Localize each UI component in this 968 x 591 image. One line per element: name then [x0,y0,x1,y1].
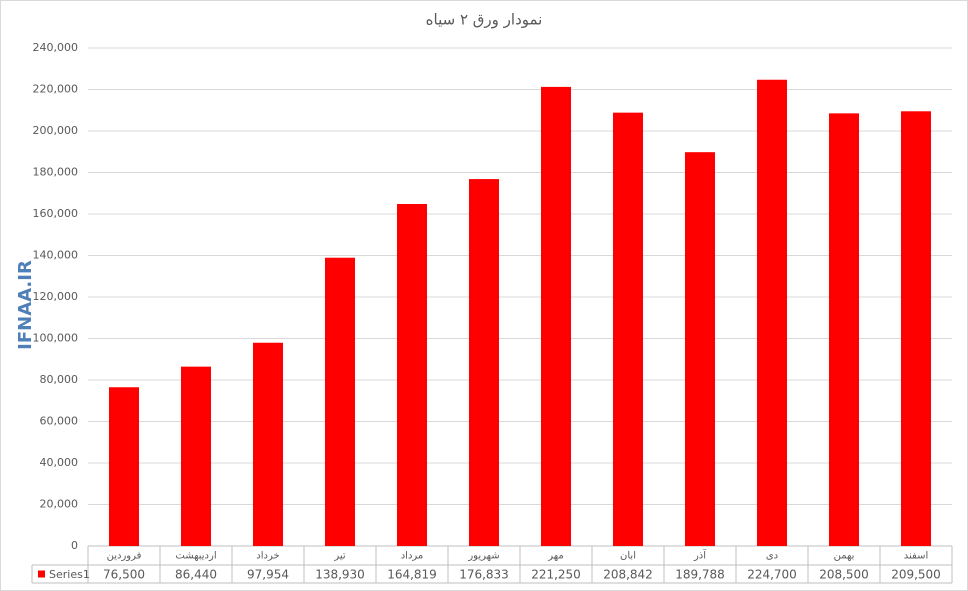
table-value: 86,440 [175,568,217,582]
bar [901,111,931,546]
y-tick-label: 100,000 [33,332,79,345]
x-tick-label: دی [766,551,778,562]
y-tick-label: 200,000 [33,124,79,137]
bar [397,204,427,546]
y-tick-label: 40,000 [40,456,79,469]
y-tick-label: 120,000 [33,290,79,303]
y-tick-label: 60,000 [40,415,79,428]
table-value: 164,819 [387,568,437,582]
x-tick-label: آذر [693,549,707,562]
bar [253,342,283,546]
x-tick-label: مرداد [401,551,424,562]
bar [685,152,715,547]
bar [613,112,643,547]
x-tick-label: ابان [620,551,636,562]
watermark: IFNAA.IR [15,260,36,350]
bar [541,86,571,546]
x-tick-label: اسفند [904,551,928,562]
x-tick-label: فروردین [107,551,142,562]
x-tick-label: مهر [547,551,563,562]
y-tick-label: 140,000 [33,249,79,262]
bar [325,257,355,546]
chart-title: نمودار ورق ۲ سیاه [426,11,543,29]
x-tick-label: شهریور [467,551,499,562]
table-value: 189,788 [675,568,725,582]
y-tick-label: 0 [71,539,78,552]
table-value: 221,250 [531,568,581,582]
bar [469,179,499,546]
y-tick-label: 220,000 [33,83,79,96]
y-tick-label: 160,000 [33,207,79,220]
x-tick-label: اردیبهشت [175,551,216,562]
bar [829,113,859,547]
table-value: 224,700 [747,568,797,582]
legend-swatch [38,570,45,578]
y-tick-label: 180,000 [33,166,79,179]
y-tick-label: 240,000 [33,41,79,54]
table-value: 76,500 [103,568,145,582]
table-value: 208,500 [819,568,869,582]
table-value: 208,842 [603,568,653,582]
x-tick-label: خرداد [256,551,279,562]
table-value: 138,930 [315,568,365,582]
y-tick-label: 80,000 [40,373,79,386]
y-tick-label: 20,000 [40,498,79,511]
bar [181,366,211,546]
bar [109,387,139,546]
x-tick-label: بهمن [834,551,855,562]
legend-label: Series1 [49,568,90,581]
table-value: 176,833 [459,568,509,582]
bar [757,79,787,546]
x-tick-label: تیر [333,551,346,562]
table-value: 209,500 [891,568,941,582]
table-value: 97,954 [247,568,289,582]
